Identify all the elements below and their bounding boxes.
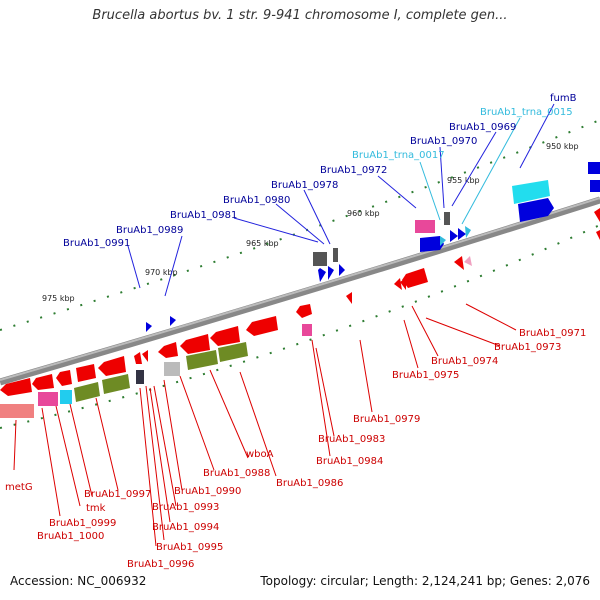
gene-feature-olive	[218, 342, 248, 362]
gene-label: BruAb1_0981	[170, 210, 237, 221]
tick-label: 960 kbp	[347, 209, 380, 218]
gene-arrow-reverse	[594, 208, 600, 222]
gene-label: BruAb1_0971	[519, 328, 586, 339]
gene-label: BruAb1_0997	[84, 489, 151, 500]
trna-feature	[440, 236, 446, 246]
gene-label: BruAb1_0979	[353, 414, 420, 425]
gene-arrow-reverse	[596, 230, 600, 240]
gene-feature-pink	[302, 324, 312, 336]
leader-lines-red	[13, 303, 517, 547]
gene-label: BruAb1_0969	[449, 122, 516, 133]
map-title: Brucella abortus bv. 1 str. 9-941 chromo…	[92, 8, 508, 23]
gene-arrow-reverse	[346, 292, 352, 304]
gene-arrow-reverse	[402, 268, 428, 288]
gene-label: BruAb1_0999	[49, 518, 116, 529]
gene-feature-olive	[74, 382, 100, 402]
gene-arrow-forward	[458, 228, 466, 240]
gene-label: metG	[5, 482, 33, 493]
gene-arrow-reverse	[32, 374, 54, 390]
topology-text: Topology: circular; Length: 2,124,241 bp…	[260, 574, 590, 588]
gene-arrow-forward	[518, 198, 554, 222]
gene-label: BruAb1_0996	[127, 559, 194, 570]
gene-feature-gray	[313, 252, 327, 266]
gene-arrow-reverse	[142, 350, 148, 362]
gene-arrow-reverse	[246, 316, 278, 336]
gene-feature-salmon	[0, 404, 34, 418]
gene-feature-gray	[333, 248, 338, 262]
gene-arrow-reverse	[98, 356, 126, 376]
gene-feature-cyan	[60, 390, 72, 404]
gene-arrow-forward	[420, 236, 444, 252]
gene-feature-gray	[444, 212, 450, 225]
gene-feature-pink	[38, 392, 58, 406]
gene-label: BruAb1_0970	[410, 136, 477, 147]
gene-feature-navy	[136, 370, 144, 384]
gene-arrow-forward	[146, 322, 152, 332]
gene-feature-olive	[186, 350, 218, 370]
gene-label: BruAb1_0994	[152, 522, 219, 533]
gene-arrow-reverse	[56, 370, 72, 386]
gene-arrow-forward	[318, 268, 326, 282]
gene-label: BruAb1_0983	[318, 434, 385, 445]
gene-arrow-reverse	[0, 378, 32, 396]
gene-arrow-forward	[170, 316, 176, 326]
gene-label: BruAb1_0984	[316, 456, 383, 467]
gene-feature-pink	[415, 220, 435, 233]
gene-label: BruAb1_0989	[116, 225, 183, 236]
gene-arrow-reverse	[394, 278, 402, 290]
gene-arrow-forward	[450, 230, 458, 242]
leader-lines-blue	[127, 103, 555, 297]
gene-label: BruAb1_0975	[392, 370, 459, 381]
gene-feature-lightgray	[164, 362, 180, 376]
gene-arrow-reverse	[76, 364, 96, 382]
gene-label: BruAb1_0993	[152, 502, 219, 513]
gene-label: BruAb1_0995	[156, 542, 223, 553]
gene-label: BruAb1_0980	[223, 195, 290, 206]
gene-label: BruAb1_trna_0015	[480, 107, 573, 118]
forward-features	[146, 162, 600, 332]
gene-feature-pink	[464, 256, 472, 266]
tick-label: 970 kbp	[145, 268, 178, 277]
gene-arrow-forward	[588, 162, 600, 174]
reverse-gene-labels-right: BruAb1_0971 BruAb1_0973 BruAb1_0974 BruA…	[392, 328, 586, 381]
leader-lines-cyan	[419, 117, 521, 225]
tick-labels: 975 kbp 970 kbp 965 kbp 960 kbp 955 kbp …	[42, 142, 579, 303]
gene-arrow-forward	[590, 180, 600, 192]
gene-label: wboA	[246, 449, 274, 460]
gene-arrow-reverse	[296, 304, 312, 318]
tick-label: 965 kbp	[246, 239, 279, 248]
gene-label: BruAb1_0988	[203, 468, 270, 479]
gene-label: BruAb1_0973	[494, 342, 561, 353]
gene-arrow-reverse	[454, 256, 464, 270]
tick-label: 975 kbp	[42, 294, 75, 303]
gene-label: BruAb1_0990	[174, 486, 241, 497]
gene-label: BruAb1_0974	[431, 356, 498, 367]
tick-label: 950 kbp	[546, 142, 579, 151]
gene-label: fumB	[550, 93, 577, 104]
accession-text: Accession: NC_006932	[10, 574, 147, 588]
gene-label: BruAb1_0986	[276, 478, 343, 489]
gene-feature-olive	[102, 374, 130, 394]
gene-arrow-forward	[328, 266, 334, 280]
forward-gene-labels: BruAb1_0991 BruAb1_0989 BruAb1_0981 BruA…	[63, 93, 577, 249]
gene-arrow-reverse	[158, 342, 178, 358]
gene-label: tmk	[86, 503, 106, 514]
gene-feature-cyan	[512, 180, 550, 204]
gene-arrow-reverse	[180, 334, 210, 354]
reverse-features-row2	[0, 324, 312, 418]
gene-label: BruAb1_0972	[320, 165, 387, 176]
gene-arrow-reverse	[134, 352, 142, 364]
tick-label: 955 kbp	[447, 176, 480, 185]
gene-label: BruAb1_0978	[271, 180, 338, 191]
reverse-features	[0, 208, 600, 396]
gene-arrow-reverse	[210, 326, 240, 346]
gene-label: BruAb1_trna_0017	[352, 150, 445, 161]
trna-feature	[465, 226, 471, 238]
gene-arrow-forward	[339, 264, 345, 276]
chromosome-backbone	[0, 196, 600, 386]
gene-label: BruAb1_1000	[37, 531, 104, 542]
reverse-gene-labels-bottom: BruAb1_0979 BruAb1_0983 BruAb1_0984 BruA…	[5, 414, 420, 570]
gene-label: BruAb1_0991	[63, 238, 130, 249]
